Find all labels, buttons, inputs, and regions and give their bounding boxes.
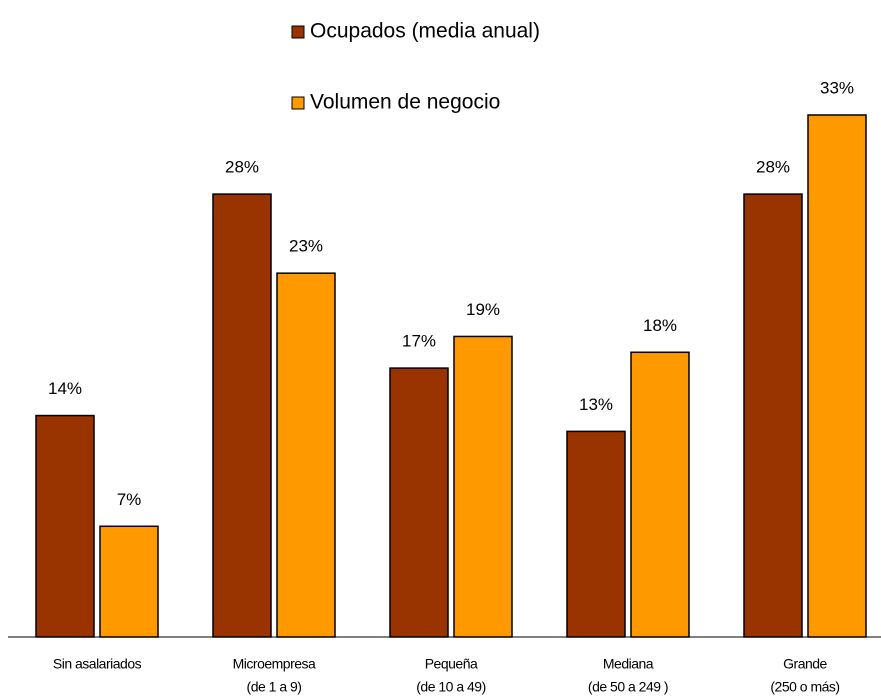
legend-label: Ocupados (media anual) <box>310 20 540 43</box>
bar <box>276 272 336 638</box>
x-tick-label: Microempresa <box>233 656 316 672</box>
x-tick-label: Mediana <box>603 656 654 672</box>
legend-label: Volumen de negocio <box>310 91 500 114</box>
x-tick-label: (250 o más) <box>770 679 839 695</box>
bar <box>389 367 449 638</box>
bar <box>566 430 626 638</box>
data-label: 13% <box>579 395 613 414</box>
bar <box>807 114 867 638</box>
bar <box>453 335 513 638</box>
bar <box>99 525 159 638</box>
data-label: 28% <box>225 158 259 177</box>
bar <box>743 193 803 638</box>
x-tick-label: (de 10 a 49) <box>416 679 486 695</box>
data-label: 33% <box>820 78 854 97</box>
legend-swatch <box>291 25 305 39</box>
x-tick-label: Grande <box>783 656 827 672</box>
x-tick-label: Sin asalariados <box>53 656 142 672</box>
data-label: 14% <box>48 379 82 398</box>
x-tick-label: (de 1 a 9) <box>247 679 302 695</box>
legend-swatch <box>291 96 305 110</box>
x-tick-label: (de 50 a 249 ) <box>588 679 668 695</box>
bar <box>35 414 95 638</box>
bar <box>212 193 272 638</box>
x-tick-label: Pequeña <box>425 656 478 672</box>
data-label: 28% <box>756 158 790 177</box>
data-label: 17% <box>402 332 436 351</box>
data-label: 19% <box>466 300 500 319</box>
data-label: 7% <box>117 490 142 509</box>
data-label: 23% <box>289 237 323 256</box>
data-label: 18% <box>643 316 677 335</box>
bar <box>630 351 690 638</box>
